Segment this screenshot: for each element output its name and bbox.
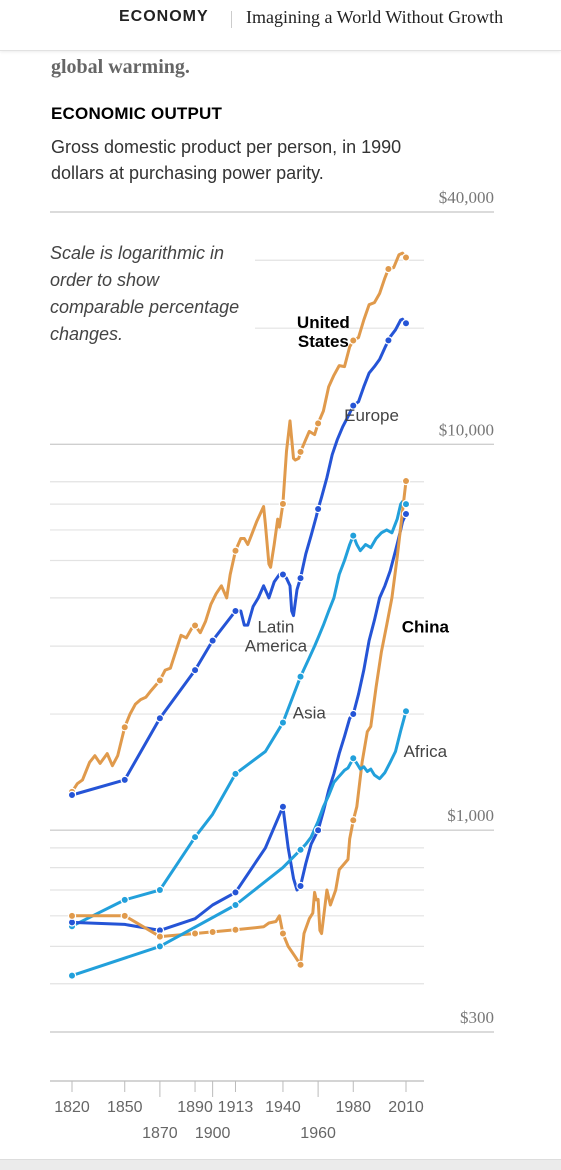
y-tick-label: $10,000 xyxy=(439,420,494,439)
data-point-united-states xyxy=(231,546,240,555)
data-point-latin-america xyxy=(278,718,288,727)
article-title[interactable]: Imagining a World Without Growth xyxy=(246,7,504,27)
series-label-asia: Asia xyxy=(293,703,327,722)
data-point-china xyxy=(349,816,358,825)
x-tick-label: 1900 xyxy=(195,1125,231,1142)
series-line-china xyxy=(70,479,408,967)
x-tick-label: 1870 xyxy=(142,1125,178,1142)
x-tick-label: 1980 xyxy=(335,1099,371,1116)
y-tick-label: $40,000 xyxy=(439,188,494,207)
x-tick-label: 1890 xyxy=(177,1099,213,1116)
data-point-europe xyxy=(231,606,240,616)
section-link-economy[interactable]: ECONOMY xyxy=(119,8,209,25)
chart-title: ECONOMIC OUTPUT xyxy=(51,104,223,123)
data-point-china xyxy=(401,476,411,486)
data-point-europe xyxy=(313,504,323,514)
data-point-asia xyxy=(401,509,411,519)
data-point-united-states xyxy=(313,419,323,428)
series-label-africa: Africa xyxy=(404,742,448,761)
chart-subtitle: Gross domestic product per person, in 19… xyxy=(51,137,402,183)
data-point-china xyxy=(278,929,288,938)
data-point-china xyxy=(155,932,165,941)
series-label-china: China xyxy=(402,618,450,637)
data-point-united-states xyxy=(349,336,358,345)
data-point-asia xyxy=(296,881,305,891)
data-point-united-states xyxy=(296,447,305,457)
data-point-europe xyxy=(384,336,393,345)
series-line-united-states xyxy=(70,251,408,794)
data-point-united-states xyxy=(278,499,288,509)
data-point-china xyxy=(67,911,77,921)
x-tick-label: 1940 xyxy=(265,1099,301,1116)
series-line-asia xyxy=(70,512,408,932)
data-point-china xyxy=(120,911,129,921)
data-point-united-states xyxy=(155,676,165,685)
data-point-africa xyxy=(349,754,358,763)
x-tick-label: 1913 xyxy=(218,1099,254,1116)
x-tick-label: 1960 xyxy=(300,1125,336,1142)
data-point-europe xyxy=(190,665,200,675)
data-point-europe xyxy=(278,570,288,579)
data-point-china xyxy=(296,960,305,969)
data-point-asia xyxy=(313,826,323,835)
data-point-latin-america xyxy=(349,531,358,540)
data-point-africa xyxy=(296,845,305,854)
data-point-europe xyxy=(67,790,77,800)
series-line-africa xyxy=(70,709,408,978)
bottom-bar xyxy=(0,1159,561,1170)
data-point-africa xyxy=(155,942,165,951)
article-text-fragment: global warming. xyxy=(51,56,190,78)
data-point-latin-america xyxy=(296,672,305,681)
x-tick-label: 2010 xyxy=(388,1099,424,1116)
data-point-china xyxy=(231,925,240,935)
scale-note: Scale is logarithmic in order to show co… xyxy=(50,243,240,344)
series-lines xyxy=(70,251,408,978)
series-label-united-states: States xyxy=(298,332,349,351)
data-point-latin-america xyxy=(120,895,129,905)
data-point-united-states xyxy=(384,264,393,274)
data-point-europe xyxy=(120,775,129,785)
y-tick-label: $1,000 xyxy=(447,806,494,825)
data-point-latin-america xyxy=(190,832,200,842)
x-axis: 1820 1850 1890 1913 1940 1980 2010 1870 1900 1960 xyxy=(50,1080,424,1142)
series-label-latin-america: Latin xyxy=(257,618,294,637)
data-point-africa xyxy=(67,971,77,980)
data-point-africa xyxy=(231,900,240,910)
x-tick-label: 1850 xyxy=(107,1099,143,1116)
series-label-latin-america: America xyxy=(245,637,308,656)
x-tick-label: 1820 xyxy=(54,1099,90,1116)
y-tick-label: $300 xyxy=(460,1008,494,1027)
data-point-europe xyxy=(349,401,358,410)
series-label-united-states: United xyxy=(297,313,350,332)
data-point-china xyxy=(190,929,200,938)
data-point-latin-america xyxy=(231,769,240,779)
data-point-asia xyxy=(278,802,288,812)
top-navigation-bar: ECONOMY Imagining a World Without Growth xyxy=(0,0,561,51)
data-point-united-states xyxy=(401,253,411,262)
data-point-asia xyxy=(231,888,240,897)
series-markers xyxy=(67,253,411,980)
series-label-europe: Europe xyxy=(344,406,399,425)
data-point-africa xyxy=(401,707,411,716)
data-point-united-states xyxy=(190,621,200,630)
data-point-united-states xyxy=(120,723,129,732)
data-point-europe xyxy=(296,573,305,583)
data-point-asia xyxy=(349,709,358,719)
data-point-europe xyxy=(401,319,411,328)
series-line-europe xyxy=(70,317,408,797)
data-point-europe xyxy=(208,636,217,645)
header-divider xyxy=(231,11,232,28)
data-point-europe xyxy=(155,714,165,723)
data-point-china xyxy=(208,927,217,937)
data-point-latin-america xyxy=(155,885,165,895)
data-point-latin-america xyxy=(401,499,411,509)
